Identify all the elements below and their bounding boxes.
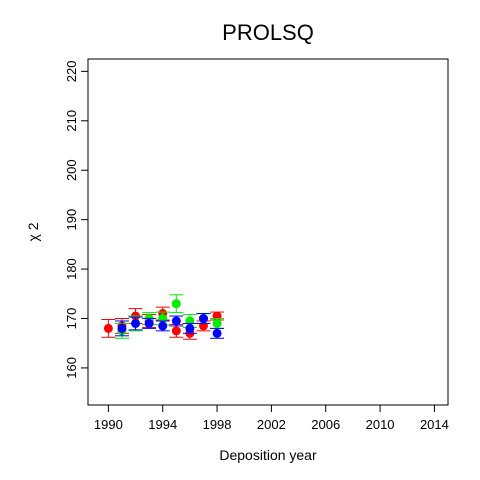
x-tick-label: 2002 [257,417,286,432]
y-tick-label: 190 [64,209,79,231]
data-points [101,294,225,340]
x-axis: 1990 1994 1998 2002 2006 2010 2014 [94,404,449,432]
data-point [128,316,143,331]
x-tick-label: 1994 [148,417,177,432]
x-tick-label: 1990 [94,417,123,432]
x-tick-label: 2014 [420,417,449,432]
x-axis-label: Deposition year [219,447,317,463]
y-tick-label: 180 [64,258,79,280]
data-point [142,318,157,329]
data-point [210,327,225,339]
y-tick-label: 170 [64,308,79,330]
y-axis: 160 170 180 190 200 210 220 [64,61,89,379]
y-tick-label: 210 [64,110,79,132]
data-point [182,322,197,334]
plot-frame [87,58,449,406]
data-point [101,318,116,338]
data-point [155,320,170,332]
point-marker [103,323,113,333]
point-marker [212,318,222,328]
data-point [169,294,184,314]
x-tick-label: 1998 [203,417,232,432]
y-tick-label: 160 [64,357,79,379]
point-marker [158,321,168,331]
x-tick-label: 2006 [311,417,340,432]
point-marker [117,323,127,333]
data-point [169,315,184,327]
data-point [196,313,211,324]
x-tick-label: 2010 [366,417,395,432]
point-marker [185,323,195,333]
point-marker [144,318,154,328]
y-tick-label: 220 [64,61,79,83]
point-marker [198,314,208,323]
point-marker [171,299,181,309]
point-marker [171,316,181,326]
point-marker [131,318,141,328]
data-point [114,320,129,337]
y-tick-label: 200 [64,159,79,181]
y-axis-label: χ 2 [25,222,41,241]
chart-title: PROLSQ [222,20,314,45]
point-marker [212,328,222,338]
point-marker [171,326,181,336]
